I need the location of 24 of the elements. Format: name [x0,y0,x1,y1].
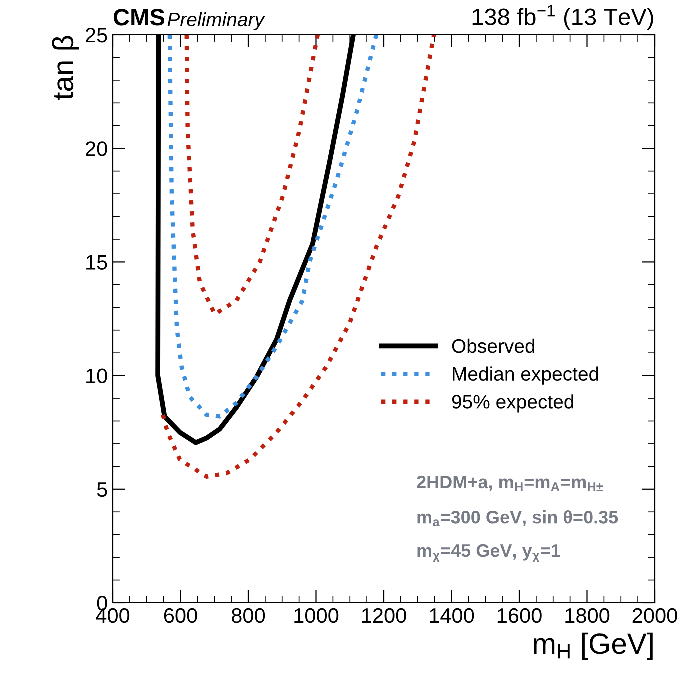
chart-title: CMS [114,9,165,26]
x-tick-label: 2000 [632,608,678,624]
y-tick-label: 5 [97,482,108,498]
chart-subtitle: Preliminary [168,12,266,30]
x-tick-label: 1400 [430,608,474,624]
x-tick-label: 1800 [566,608,610,624]
y-tick-label: 15 [86,255,108,270]
legend-label: Median expected [453,366,598,385]
y-tick-label: 20 [86,142,108,156]
legend-label: Observed [452,338,535,354]
x-tick-label: 1600 [498,608,542,624]
x-tick-label: 800 [232,608,266,624]
annotation: 2HDM+a, m$_{H}$=m$_{A}$=m$_{H±}$ [417,476,604,492]
x-tick-label: 1000 [294,608,339,624]
annotation: m$_{a}$=300 GeV, sin θ=0.35 [418,510,618,527]
text: 138 fb$^{−1}$ (13 TeV) [472,5,654,30]
y-axis-title: tan β [52,36,80,100]
x-tick-label: 1200 [362,608,406,624]
legend-label: 95% expected [452,394,574,413]
y-tick-label: 25 [86,28,108,43]
x-tick-label: 600 [164,608,198,624]
annotation: m$_{χ}$=45 GeV, y$_{χ}$=1 [418,544,560,563]
x-axis-title: m$_{H}$ [GeV] [534,632,653,660]
y-tick-label: 10 [86,368,108,384]
